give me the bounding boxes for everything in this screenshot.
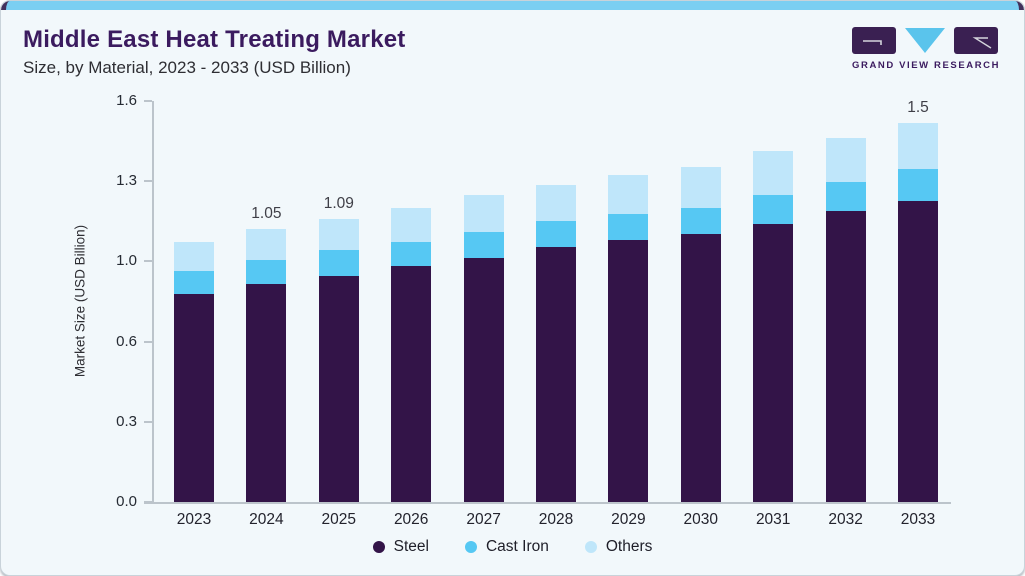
bar-segment-cast-iron-2030 [680,208,721,235]
x-axis-label-2029: 2029 [611,511,646,528]
bar-segment-cast-iron-2029 [608,213,649,240]
bar-segment-others-2026 [391,208,432,243]
bar-segment-steel-2027 [463,257,504,502]
legend-label-steel: Steel [393,538,429,555]
bar-segment-others-2025 [318,218,359,250]
legend-item-others: Others [584,538,653,555]
legend-item-cast-iron: Cast Iron [464,538,549,555]
chart-legend: Steel Cast Iron Others [1,539,1024,555]
y-axis-tick-1.6 [144,100,152,102]
gvr-g-block-icon [852,27,896,54]
bar-segment-steel-2024 [246,283,287,502]
y-axis-title: Market Size (USD Billion) [72,224,88,378]
x-axis-label-2033: 2033 [900,511,936,528]
gvr-v-triangle-icon [905,28,945,53]
bar-segment-steel-2025 [318,275,359,502]
grand-view-research-logo: GRAND VIEW RESEARCH [852,27,1001,71]
y-axis-tick-1.0 [144,260,152,263]
y-tick-label-0.6: 0.6 [116,332,137,350]
bar-segment-cast-iron-2025 [318,249,359,276]
bar-segment-others-2023 [174,242,214,271]
y-axis-tick-0.0 [144,501,152,503]
card-top-accent [1,1,1024,10]
x-axis-label-2023: 2023 [176,511,212,528]
bar-segment-cast-iron-2032 [825,182,866,211]
page-subtitle: Size, by Material, 2023 - 2033 (USD Bill… [23,58,351,77]
logo-wordmark: GRAND VIEW RESEARCH [852,60,1001,71]
legend-swatch-steel-icon [372,540,385,553]
bar-segment-others-2033 [898,122,938,170]
bar-segment-others-2024 [246,229,287,261]
bar-segment-steel-2023 [174,294,214,502]
bar-segment-steel-2031 [753,224,794,502]
y-tick-label-1.0: 1.0 [116,252,137,270]
y-axis-tick-1.3 [144,180,152,183]
bar-segment-others-2030 [680,166,721,209]
bar-segment-cast-iron-2028 [536,221,576,248]
bar-segment-others-2028 [536,185,576,222]
legend-swatch-cast-iron-icon [464,540,477,553]
bar-value-label-2025: 1.09 [323,194,354,212]
x-axis-label-2030: 2030 [683,511,719,528]
y-axis-tick-0.6 [144,340,152,343]
x-axis-label-2026: 2026 [393,511,429,528]
y-axis-line [152,101,154,502]
bar-segment-steel-2026 [391,265,432,502]
gvr-r-block-icon [954,27,998,54]
bar-segment-cast-iron-2026 [391,242,432,266]
bar-value-label-2033: 1.5 [907,98,929,116]
bar-segment-cast-iron-2024 [246,260,287,284]
y-tick-label-1.3: 1.3 [116,172,137,190]
x-axis-label-2032: 2032 [828,511,863,528]
logo-shapes [852,27,998,54]
page-title: Middle East Heat Treating Market [23,26,406,53]
bar-segment-steel-2030 [680,234,721,502]
bar-segment-others-2031 [753,151,794,196]
bar-segment-others-2027 [463,195,504,232]
x-axis-line [144,502,951,504]
x-axis-label-2024: 2024 [249,511,284,528]
legend-label-cast-iron: Cast Iron [485,538,549,555]
bar-segment-steel-2032 [825,211,866,502]
bar-segment-cast-iron-2033 [898,169,938,201]
bar-segment-steel-2033 [898,200,938,502]
legend-label-others: Others [605,538,653,555]
bar-segment-cast-iron-2023 [174,270,214,295]
bar-segment-steel-2028 [536,247,576,502]
bar-segment-steel-2029 [608,239,649,502]
bar-segment-cast-iron-2031 [753,195,794,224]
x-axis-label-2031: 2031 [755,511,791,528]
y-axis-tick-0.3 [144,420,152,423]
bar-value-label-2024: 1.05 [251,205,282,223]
legend-item-steel: Steel [372,538,429,555]
y-tick-label-0.3: 0.3 [116,412,137,430]
x-axis-label-2025: 2025 [321,511,357,528]
x-axis-label-2027: 2027 [466,511,501,528]
legend-swatch-others-icon [584,540,597,553]
y-tick-label-0.0: 0.0 [116,493,137,510]
bar-segment-others-2032 [825,138,866,183]
y-tick-label-1.6: 1.6 [116,92,137,109]
bar-segment-others-2029 [608,174,649,214]
x-axis-label-2028: 2028 [538,511,574,528]
bar-segment-cast-iron-2027 [463,231,504,258]
